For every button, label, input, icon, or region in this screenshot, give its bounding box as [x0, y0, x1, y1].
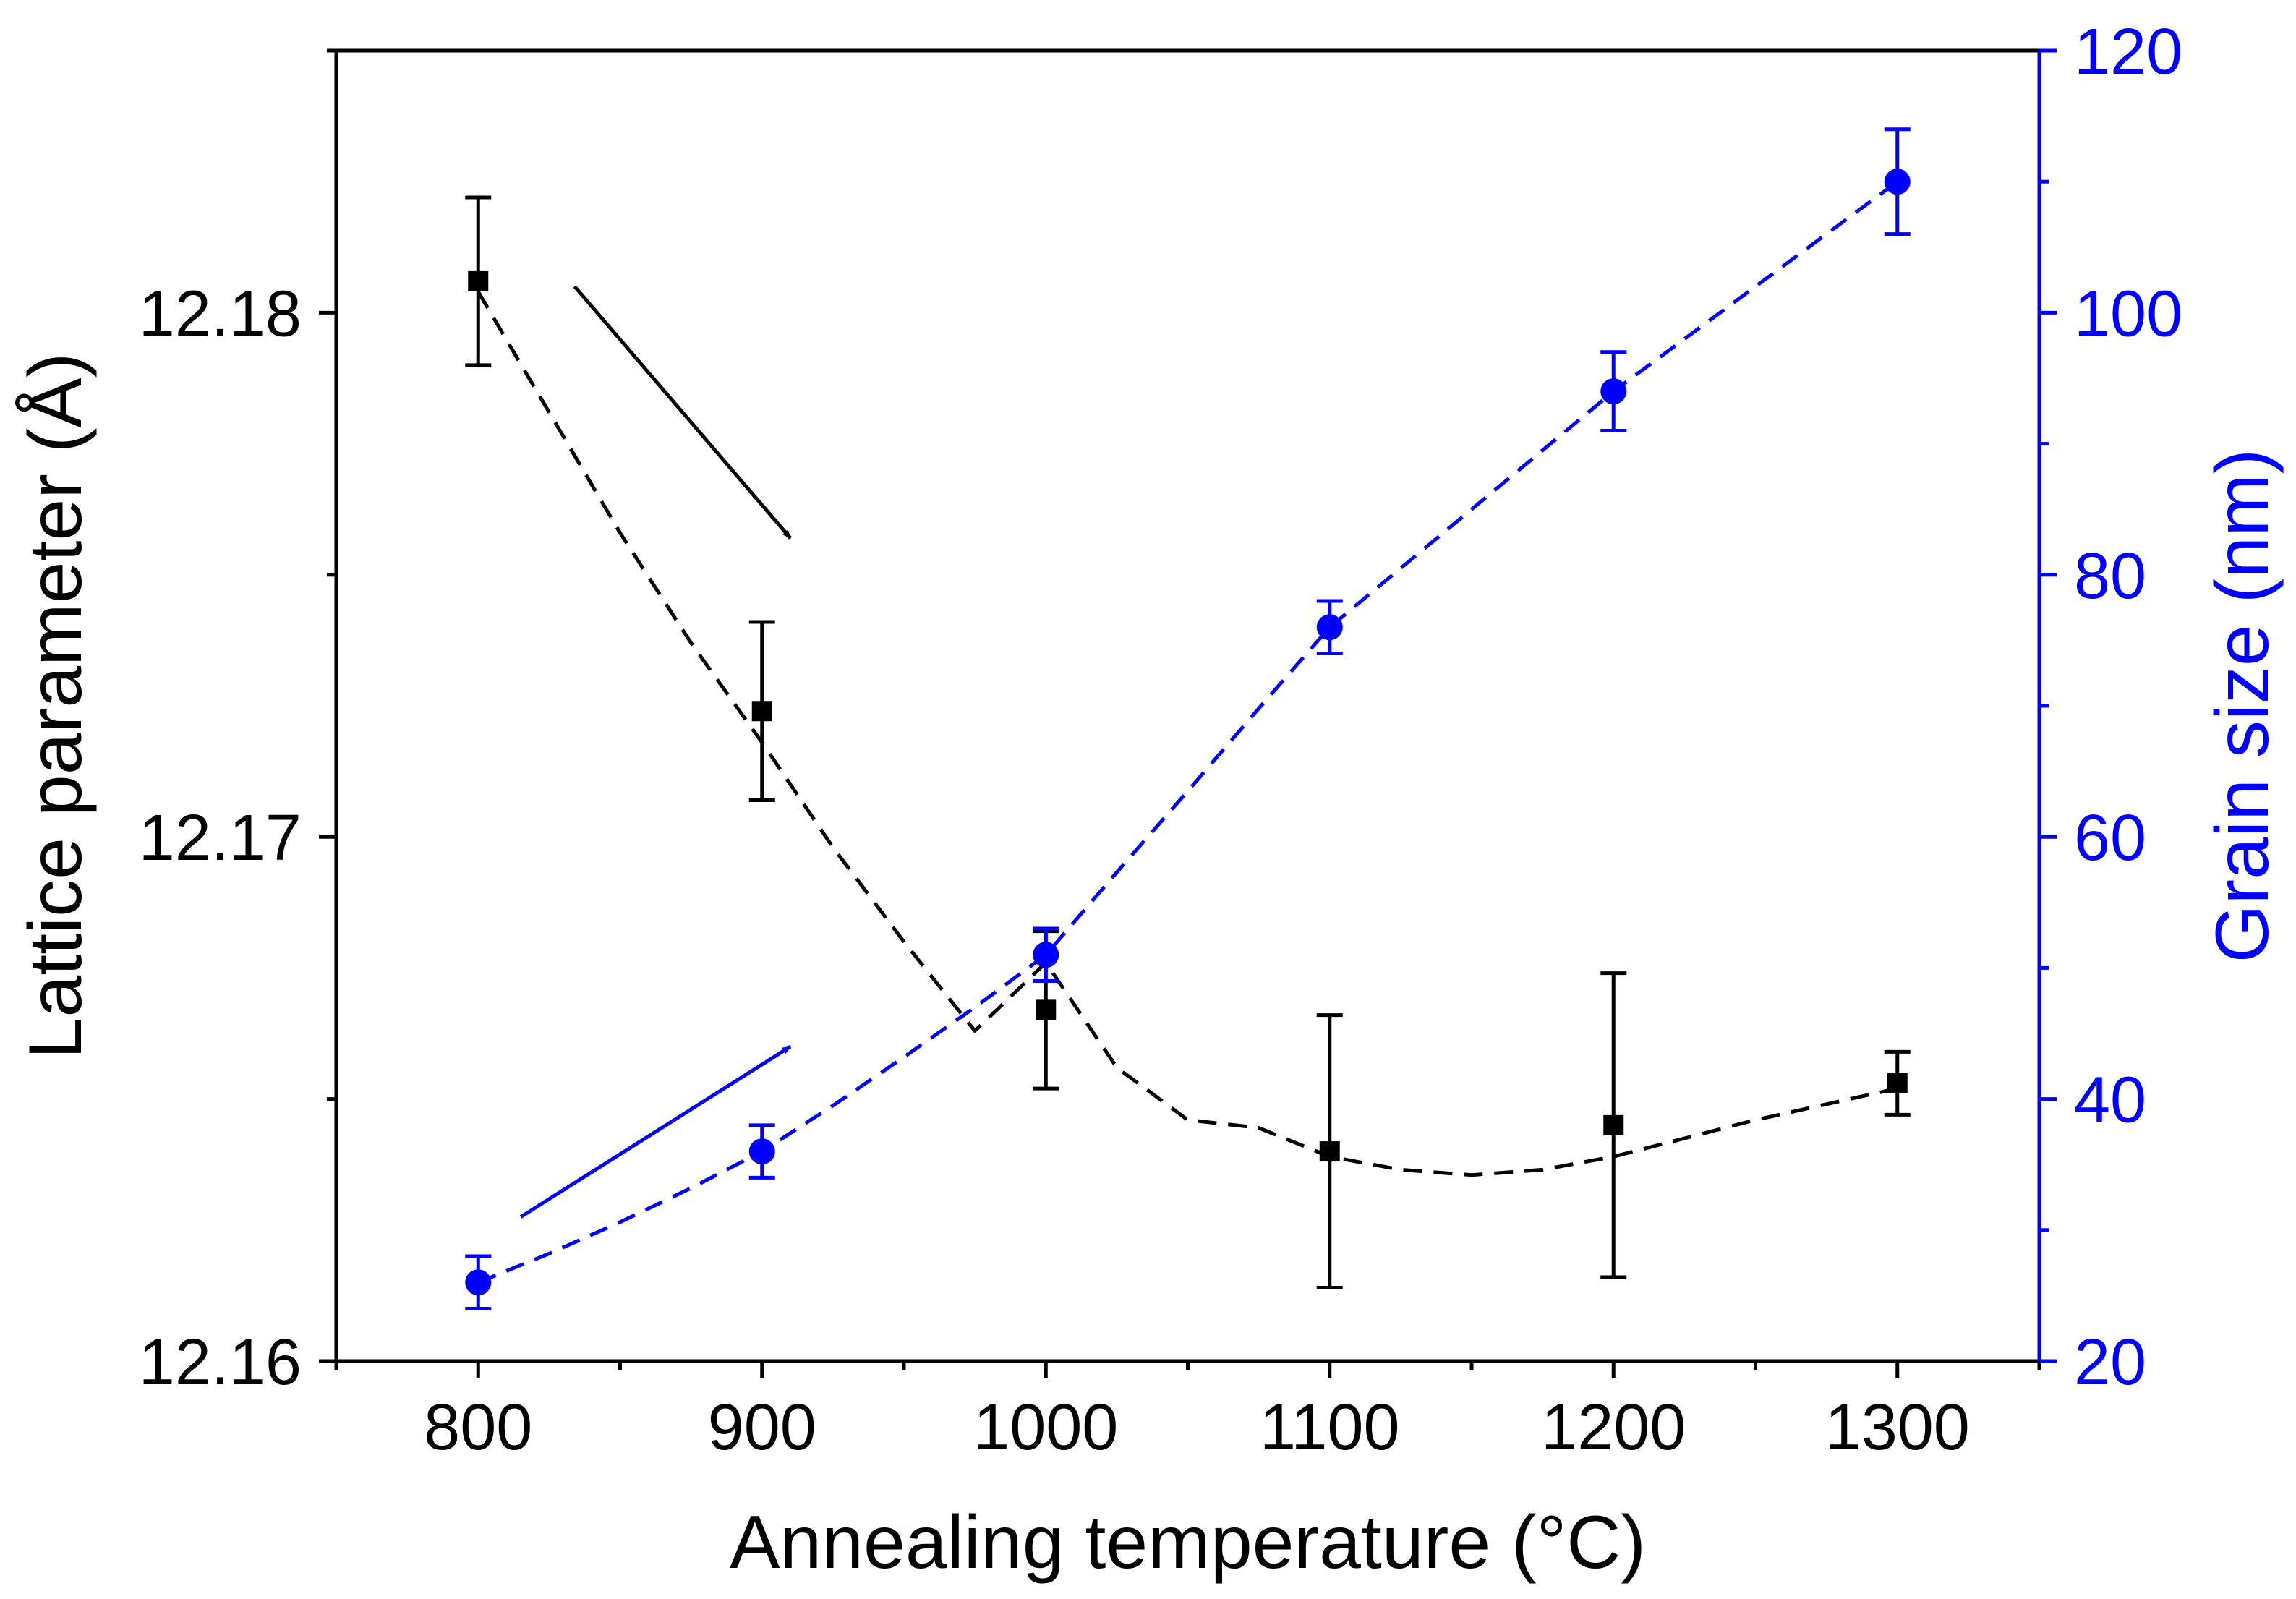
- x-tick-label: 1000: [973, 1391, 1118, 1464]
- x-tick-label: 1200: [1541, 1391, 1686, 1464]
- right-tick-label: 120: [2074, 16, 2182, 88]
- lattice-point: [748, 620, 775, 802]
- grain-marker: [1884, 169, 1911, 195]
- lattice-point: [1600, 971, 1627, 1279]
- lattice-marker: [751, 701, 772, 722]
- grain-point: [1884, 127, 1911, 236]
- fit-curves: [477, 180, 1899, 1284]
- left-y-axis-title: Lattice parameter (Å): [14, 353, 98, 1059]
- x-axis-title: Annealing temperature (°C): [730, 1501, 1646, 1585]
- grain-point: [1600, 350, 1627, 432]
- lattice-point: [465, 195, 492, 367]
- grain-marker: [465, 1269, 492, 1296]
- grain-trend-arrow: [519, 1045, 792, 1219]
- lattice-point: [1884, 1049, 1911, 1117]
- grain-marker: [748, 1138, 775, 1165]
- grain-point: [465, 1254, 492, 1311]
- lattice-point: [1316, 1013, 1343, 1290]
- right-tick-label: 40: [2074, 1065, 2146, 1137]
- right-tick-label: 80: [2074, 540, 2146, 613]
- lattice-marker: [1603, 1114, 1624, 1135]
- grain-marker: [1316, 614, 1343, 641]
- lattice-marker: [1036, 999, 1057, 1020]
- plot-frame: [334, 48, 2041, 1363]
- grain-marker: [1033, 942, 1059, 968]
- data-points: [465, 127, 1911, 1311]
- grain-point: [748, 1123, 775, 1180]
- left-tick-label: 12.18: [139, 278, 302, 350]
- grain-point: [1316, 599, 1343, 656]
- grain-point: [1033, 926, 1059, 984]
- grain-marker: [1600, 378, 1627, 405]
- trend-arrows: [519, 285, 792, 1219]
- x-tick-label: 800: [424, 1391, 532, 1464]
- right-tick-label: 20: [2074, 1326, 2146, 1399]
- axis-ticks: 800 900 1000 1100 1200 1300 12.16 12.17 12.18 20 4…: [139, 16, 2182, 1464]
- lattice-fit-curve: [477, 291, 1898, 1177]
- lattice-marker: [1887, 1073, 1908, 1093]
- x-tick-label: 1100: [1260, 1391, 1400, 1464]
- x-tick-label: 900: [708, 1391, 816, 1464]
- right-tick-label: 100: [2074, 278, 2182, 350]
- lattice-marker: [468, 270, 489, 291]
- lattice-marker: [1319, 1141, 1340, 1162]
- grain-fit-curve: [477, 180, 1899, 1284]
- left-tick-label: 12.16: [139, 1326, 302, 1399]
- left-tick-label: 12.17: [139, 802, 302, 874]
- right-y-axis-title: Grain size (nm): [2201, 449, 2284, 963]
- right-tick-label: 60: [2074, 802, 2146, 874]
- lattice-trend-arrow: [573, 285, 792, 540]
- x-tick-label: 1300: [1825, 1391, 1970, 1464]
